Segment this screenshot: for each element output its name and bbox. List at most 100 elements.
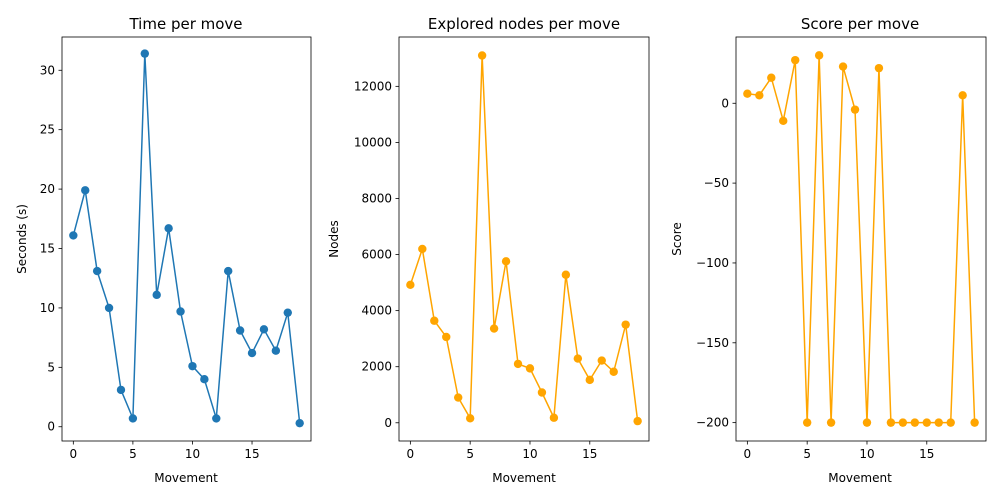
- subplot-score-data-point: [862, 418, 872, 427]
- y-tick-label: 10000: [354, 135, 392, 149]
- subplot-time-axes-frame: [61, 36, 312, 442]
- subplot-time-series-line: [72, 53, 301, 424]
- subplot-nodes-data-point: [561, 270, 571, 279]
- subplot-nodes-data-point: [513, 359, 523, 369]
- y-tick-label: 10: [40, 301, 55, 315]
- subplot-nodes-data-point: [633, 416, 642, 426]
- y-tick-label: 0: [384, 416, 392, 430]
- subplot-nodes-data-point: [537, 388, 547, 397]
- y-tick-label: 30: [40, 63, 55, 77]
- subplot-nodes-data-point: [621, 320, 630, 329]
- subplot-score-data-point: [874, 63, 884, 73]
- subplot-score-data-point: [814, 51, 824, 60]
- y-tick-label: 25: [40, 123, 55, 137]
- subplot-time-data-point: [235, 326, 245, 335]
- subplot-nodes-data-point: [525, 364, 535, 373]
- y-tick-label: 6000: [361, 248, 392, 262]
- subplot-score-data-point: [838, 62, 848, 71]
- subplot-score-data-point: [743, 89, 752, 98]
- subplot-score-data-point: [779, 116, 788, 126]
- subplot-nodes-data-point: [585, 375, 594, 385]
- y-tick-label: −150: [696, 336, 729, 350]
- subplot-time-title: Time per move: [128, 15, 242, 33]
- subplot-time-xlabel: Movement: [154, 471, 218, 485]
- x-tick-label: 5: [129, 447, 137, 461]
- subplot-nodes-data-point: [465, 414, 475, 423]
- subplot-score: Score per move Movement Score 0 5 10 15 −200…: [670, 15, 987, 485]
- subplot-nodes-title: Explored nodes per move: [428, 15, 620, 33]
- subplot-nodes-data-point: [489, 324, 499, 333]
- subplot-score-data-point: [767, 73, 776, 82]
- subplot-time: Time per move Movement Seconds (s) 0 5 10 1…: [15, 15, 312, 485]
- subplot-nodes-data-point: [597, 356, 606, 365]
- subplot-score-title: Score per move: [801, 15, 919, 33]
- subplot-nodes-data-point: [418, 244, 427, 254]
- subplot-time-data-point: [116, 385, 126, 395]
- y-tick-label: 4000: [361, 304, 392, 318]
- subplot-score-data-point: [922, 418, 931, 427]
- subplot-nodes: Explored nodes per move Movement Nodes 0…: [327, 15, 650, 485]
- y-tick-label: −100: [696, 256, 729, 270]
- subplot-score-data-point: [755, 91, 764, 100]
- y-tick-label: 2000: [361, 360, 392, 374]
- subplot-score-data-point: [850, 105, 860, 114]
- subplot-time-data-point: [223, 266, 233, 276]
- subplot-time-data-point: [69, 231, 78, 240]
- subplot-time-data-point: [104, 303, 114, 313]
- subplot-nodes-data-point: [477, 51, 487, 60]
- x-tick-label: 10: [859, 447, 874, 461]
- subplot-score-axes-frame: [735, 36, 987, 442]
- subplot-score-data-point: [886, 418, 896, 427]
- subplot-score-data-point: [970, 418, 979, 427]
- subplot-time-data-point: [152, 290, 161, 300]
- subplot-score-data-point: [958, 91, 967, 100]
- subplot-time-data-point: [283, 308, 292, 317]
- y-tick-label: 5: [47, 360, 55, 374]
- subplot-nodes-data-point: [442, 332, 451, 342]
- subplot-score-data-point: [826, 418, 836, 427]
- subplot-nodes-data-point: [454, 393, 463, 402]
- subplot-score-data-point: [946, 418, 955, 427]
- subplot-time-data-point: [128, 414, 138, 423]
- subplot-time-data-point: [247, 348, 257, 358]
- x-tick-label: 10: [522, 447, 537, 461]
- x-tick-label: 15: [582, 447, 597, 461]
- y-tick-label: −50: [704, 176, 729, 190]
- subplot-score-data-point: [802, 418, 812, 427]
- subplot-time-data-point: [295, 418, 304, 428]
- subplot-nodes-data-point: [406, 280, 415, 290]
- subplot-score-data-point: [910, 418, 920, 427]
- y-tick-label: 12000: [354, 79, 392, 93]
- y-tick-label: 15: [40, 242, 55, 256]
- subplot-nodes-ylabel: Nodes: [327, 220, 341, 258]
- subplot-time-data-point: [92, 266, 102, 276]
- subplot-nodes-data-point: [501, 257, 511, 266]
- subplot-score-data-point: [791, 55, 800, 65]
- subplot-nodes-xlabel: Movement: [492, 471, 556, 485]
- y-tick-label: 8000: [361, 191, 392, 205]
- subplot-time-data-point: [164, 224, 173, 233]
- subplot-time-ylabel: Seconds (s): [15, 204, 29, 274]
- y-tick-label: 0: [721, 96, 729, 110]
- subplot-time-data-point: [188, 361, 197, 371]
- subplot-time-data-point: [140, 49, 150, 58]
- subplot-nodes-data-point: [609, 367, 618, 376]
- subplot-score-data-point: [934, 418, 943, 427]
- subplot-score-data-point: [898, 418, 908, 427]
- x-tick-label: 5: [803, 447, 811, 461]
- subplot-time-data-point: [259, 325, 269, 334]
- x-tick-label: 0: [744, 447, 752, 461]
- subplot-time-data-point: [81, 186, 90, 195]
- y-tick-label: 0: [47, 420, 55, 434]
- subplot-time-data-point: [271, 346, 281, 355]
- subplot-nodes-data-point: [430, 316, 439, 325]
- subplot-nodes-data-point: [573, 354, 583, 363]
- x-tick-label: 0: [69, 447, 77, 461]
- x-tick-label: 5: [466, 447, 474, 461]
- x-tick-label: 0: [407, 447, 415, 461]
- subplot-time-data-point: [176, 307, 185, 316]
- subplot-time-data-point: [200, 375, 209, 384]
- subplot-score-xlabel: Movement: [828, 471, 892, 485]
